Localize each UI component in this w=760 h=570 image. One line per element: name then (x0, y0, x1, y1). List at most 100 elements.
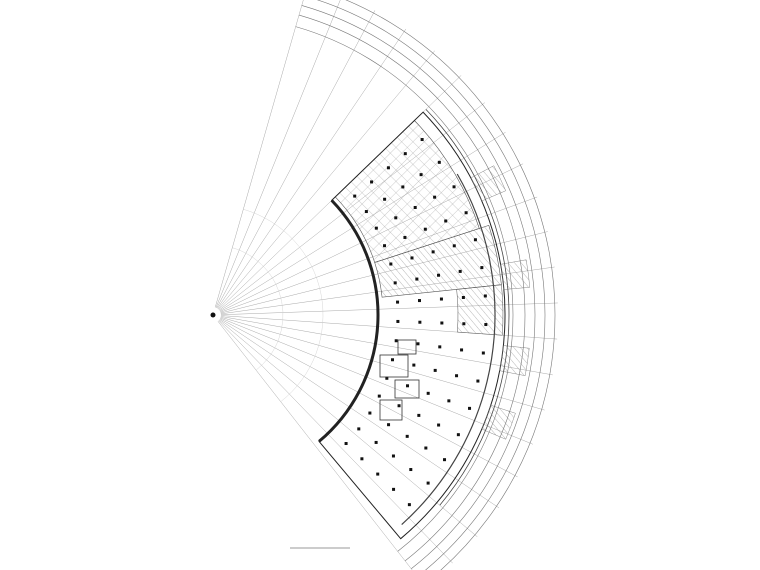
column (406, 384, 410, 388)
column (383, 244, 387, 248)
column (392, 487, 396, 491)
column (344, 442, 348, 446)
column (480, 266, 484, 270)
column (368, 411, 372, 415)
radial-grid-line (216, 10, 376, 309)
dimension-arc (345, 0, 556, 570)
column (437, 423, 441, 427)
column (360, 457, 364, 461)
edge-hatch (499, 345, 530, 376)
outer-edge (425, 109, 510, 506)
core-room (394, 379, 420, 399)
column (389, 262, 393, 266)
column (403, 152, 407, 156)
column (412, 363, 416, 367)
radial-grid-line (217, 321, 413, 570)
column (374, 440, 378, 444)
column (391, 454, 395, 458)
radial-grid-line (218, 320, 453, 564)
column (443, 458, 447, 462)
column (437, 160, 441, 164)
hatched-zone (456, 284, 504, 336)
radial-grid-line (215, 0, 341, 308)
edge-hatch (481, 404, 516, 440)
inner-curved-wall (318, 199, 380, 443)
column (413, 205, 417, 209)
dimension-arc (298, 14, 526, 562)
dimension-arc (301, 5, 536, 569)
radial-grid-line (218, 319, 478, 537)
center-point (210, 312, 216, 318)
column (397, 404, 401, 408)
column (410, 256, 414, 260)
column (483, 294, 487, 298)
column (394, 339, 398, 343)
column (396, 300, 400, 304)
dimension-arc (295, 26, 514, 552)
column (374, 226, 378, 230)
radial-grid-line (219, 318, 518, 478)
column (353, 194, 357, 198)
column (418, 320, 422, 324)
column (437, 273, 441, 277)
column (481, 351, 485, 355)
column (426, 481, 430, 485)
column (447, 399, 451, 403)
column (468, 406, 472, 410)
radial-grid-line (217, 28, 407, 309)
column (455, 374, 459, 378)
drawing-layer (210, 0, 558, 570)
column (419, 173, 423, 177)
column (394, 216, 398, 220)
column (376, 472, 380, 476)
column (462, 322, 466, 326)
column (452, 244, 456, 248)
core-room (379, 354, 409, 378)
column (461, 295, 465, 299)
column (405, 434, 409, 438)
column (387, 423, 391, 427)
column (403, 235, 407, 239)
column (438, 345, 442, 349)
outer-wall (401, 173, 496, 526)
column (386, 166, 390, 170)
column (409, 468, 413, 472)
column (370, 180, 374, 184)
column (452, 185, 456, 189)
column (357, 427, 361, 431)
column (385, 376, 389, 380)
core-room (379, 399, 403, 421)
radial-grid-line (220, 317, 533, 445)
column (460, 348, 464, 352)
radial-grid-line (214, 0, 304, 308)
column (444, 219, 448, 223)
column (364, 210, 368, 214)
radial-grid-line (220, 316, 545, 411)
radial-grid-line (219, 319, 500, 509)
column (439, 297, 443, 301)
column (458, 269, 462, 273)
column (415, 277, 419, 281)
core-room (397, 339, 417, 355)
column (476, 379, 480, 383)
column (396, 319, 400, 323)
column (417, 413, 421, 417)
column (391, 358, 395, 362)
edge-hatch (500, 259, 531, 290)
column (456, 433, 460, 437)
column (433, 195, 437, 199)
dimension-arc (232, 247, 284, 371)
column (401, 185, 405, 189)
column (431, 250, 435, 254)
dimension-arc (243, 209, 324, 402)
column (473, 238, 477, 242)
column (377, 394, 381, 398)
column (484, 323, 488, 327)
column (424, 446, 428, 450)
column (420, 138, 424, 142)
column (417, 299, 421, 303)
column (433, 368, 437, 372)
column (407, 503, 411, 507)
column (426, 391, 430, 395)
